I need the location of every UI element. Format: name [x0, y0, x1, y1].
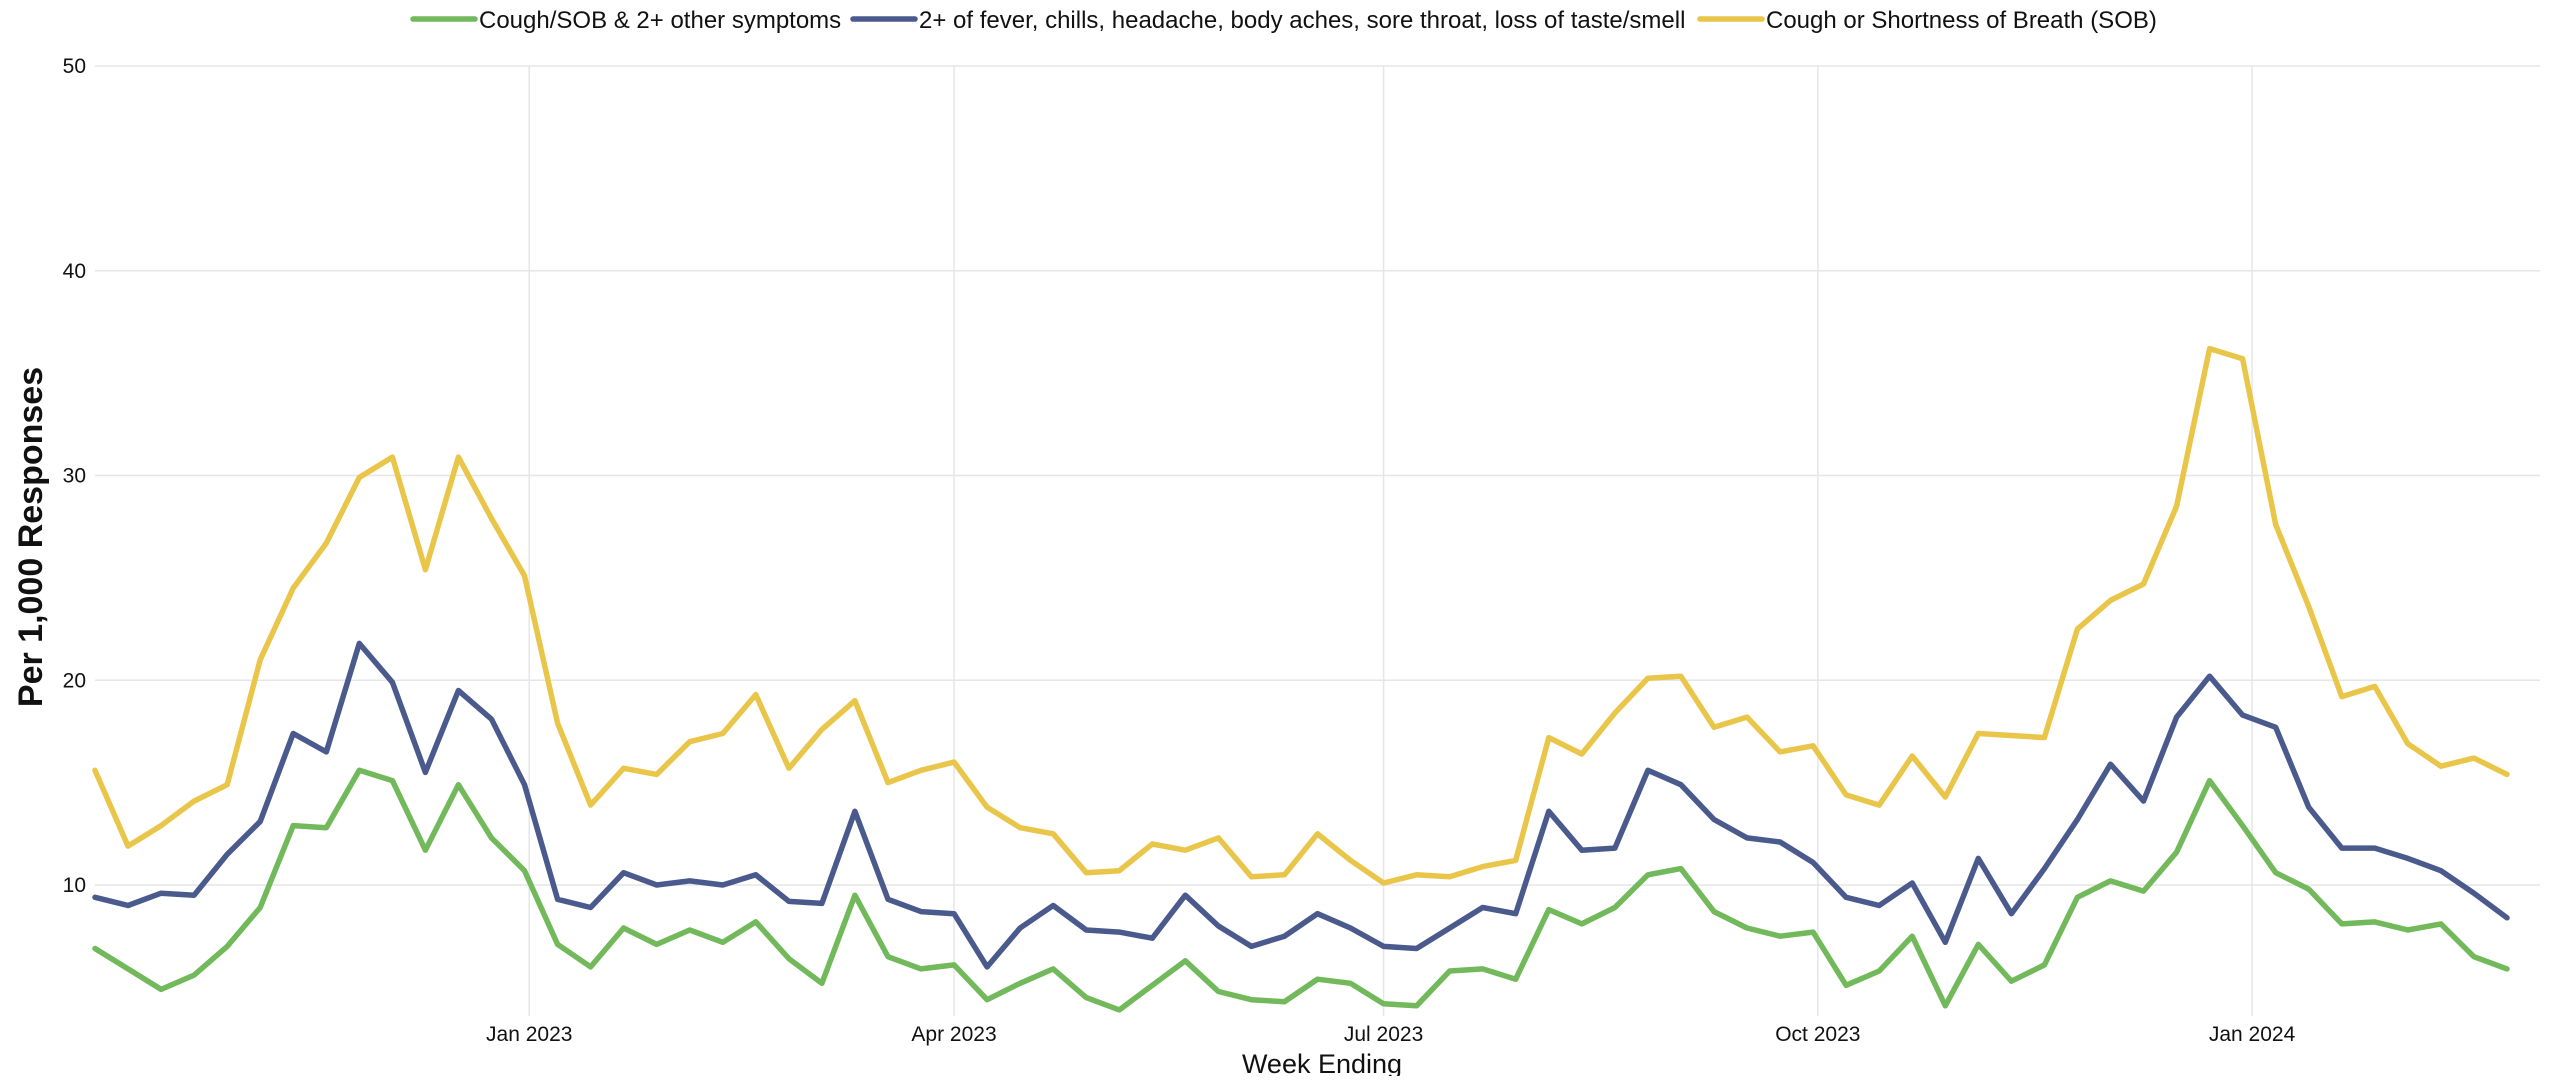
x-tick-label: Jan 2024 — [2209, 1023, 2296, 1046]
y-tick-label: 50 — [63, 55, 86, 78]
x-tick-label: Jul 2023 — [1344, 1023, 1423, 1046]
legend-item-2: 2+ of fever, chills, headache, body ache… — [850, 7, 1685, 34]
x-axis-title: Week Ending — [1242, 1049, 1402, 1076]
axis-ticks: 10 20 30 40 50 Jan 2023 Apr 2023 Jul 2023 Oct 20… — [63, 55, 2296, 1046]
series-line-2 — [92, 640, 2510, 970]
grid — [95, 65, 2540, 1016]
legend-item-3: Cough or Shortness of Breath (SOB) — [1697, 7, 2157, 34]
y-tick-label: 10 — [63, 874, 86, 897]
legend-label: Cough/SOB & 2+ other symptoms — [479, 7, 841, 34]
series-lines — [92, 345, 2510, 1013]
y-tick-label: 20 — [63, 669, 86, 692]
series-line-3 — [92, 345, 2510, 886]
legend: Cough/SOB & 2+ other symptoms 2+ of fever… — [410, 7, 2157, 34]
legend-label: Cough or Shortness of Breath (SOB) — [1766, 7, 2157, 34]
x-tick-label: Apr 2023 — [911, 1023, 996, 1046]
y-tick-label: 40 — [63, 260, 86, 283]
series-line-1 — [92, 767, 2510, 1013]
y-axis-title: Per 1,000 Responses — [12, 367, 50, 707]
x-tick-label: Oct 2023 — [1775, 1023, 1860, 1046]
y-tick-label: 30 — [63, 465, 86, 488]
legend-label: 2+ of fever, chills, headache, body ache… — [919, 7, 1685, 34]
x-tick-label: Jan 2023 — [486, 1023, 572, 1046]
legend-item-1: Cough/SOB & 2+ other symptoms — [410, 7, 841, 34]
